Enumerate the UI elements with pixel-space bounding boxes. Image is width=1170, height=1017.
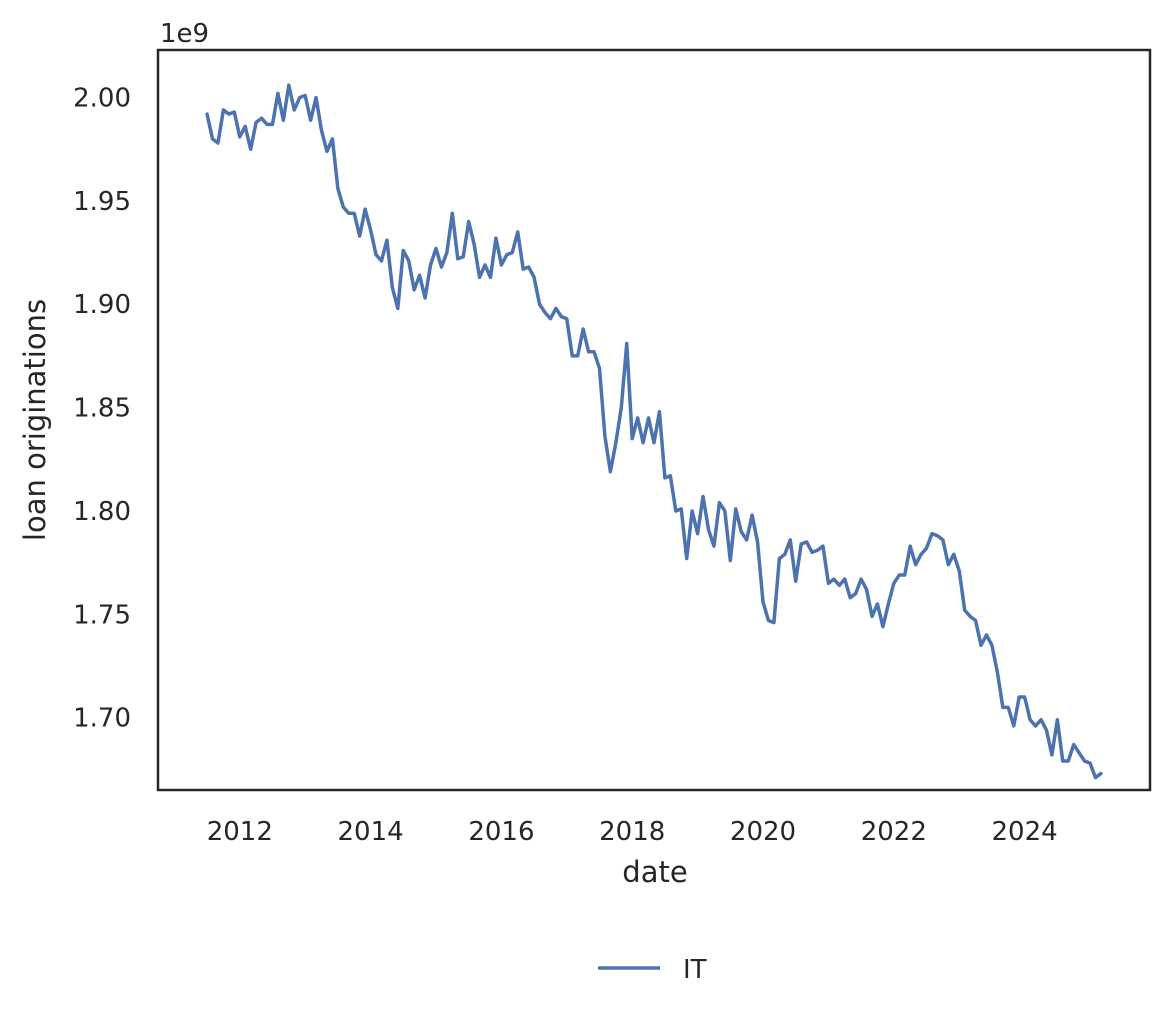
y-axis-label: loan originations <box>18 299 52 541</box>
x-tick-label: 2016 <box>468 817 534 847</box>
y-tick-label: 1.90 <box>73 290 131 320</box>
plot-area <box>156 48 1152 792</box>
series-line-it <box>205 83 1103 780</box>
x-tick-label: 2024 <box>992 817 1058 847</box>
legend: IT <box>598 955 707 985</box>
x-tick-label: 2018 <box>599 817 665 847</box>
y-tick-label: 1.70 <box>73 704 131 734</box>
legend-label-it: IT <box>683 955 707 985</box>
y-tick-label: 2.00 <box>73 84 131 114</box>
y-tick-label: 1.85 <box>73 394 131 424</box>
y-axis-offset-label: 1e9 <box>160 19 209 49</box>
y-tick-label: 1.75 <box>73 600 131 630</box>
x-tick-label: 2020 <box>730 817 796 847</box>
x-tick-label: 2014 <box>338 817 404 847</box>
x-axis-ticks: 2012 2014 2016 2018 2020 2022 2024 <box>207 817 1058 847</box>
y-axis-ticks: 1.70 1.75 1.80 1.85 1.90 1.95 2.00 <box>73 84 131 734</box>
y-tick-label: 1.95 <box>73 187 131 217</box>
y-tick-label: 1.80 <box>73 497 131 527</box>
x-tick-label: 2012 <box>207 817 273 847</box>
plot-frame <box>156 48 1152 792</box>
x-tick-label: 2022 <box>861 817 927 847</box>
x-axis-label: date <box>622 855 687 889</box>
